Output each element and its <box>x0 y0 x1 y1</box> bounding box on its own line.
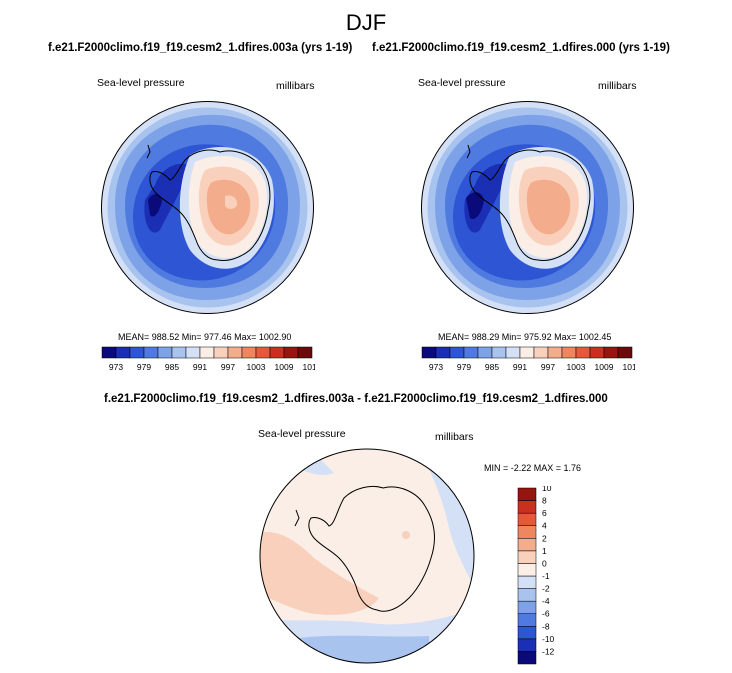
colorbar-swatch <box>517 512 537 526</box>
colorbar-swatch <box>171 346 187 359</box>
colorbar-label: 10 <box>542 486 552 493</box>
colorbar-swatch <box>297 346 313 359</box>
colorbar-swatch <box>561 346 577 359</box>
colorbar-label: 1015 <box>623 362 635 372</box>
colorbar-label: 997 <box>541 362 555 372</box>
colorbar-label: -12 <box>542 646 555 656</box>
panel-2-map <box>421 101 634 314</box>
colorbar-swatch <box>589 346 605 359</box>
panel-3-units: millibars <box>435 431 474 443</box>
colorbar-swatch <box>227 346 243 359</box>
colorbar-swatch <box>517 626 537 640</box>
panel-3-variable: Sea-level pressure <box>258 428 346 440</box>
colorbar-swatch <box>547 346 563 359</box>
colorbar-swatch <box>199 346 215 359</box>
colorbar-label: 1 <box>542 546 547 556</box>
colorbar-swatch <box>463 346 479 359</box>
colorbar-label: 991 <box>193 362 207 372</box>
colorbar-label: 973 <box>109 362 123 372</box>
colorbar-swatch <box>517 613 537 627</box>
colorbar-swatch <box>477 346 493 359</box>
panel-3-map <box>259 448 475 664</box>
panel-1-colorbar: 973 979 985 991 997 1003 1009 1015 <box>101 346 315 372</box>
colorbar-swatch <box>185 346 201 359</box>
colorbar-swatch <box>505 346 521 359</box>
colorbar-swatch <box>143 346 159 359</box>
colorbar-swatch <box>101 346 117 359</box>
colorbar-label: 979 <box>137 362 151 372</box>
colorbar-label: 979 <box>457 362 471 372</box>
panel-2-title: f.e21.F2000climo.f19_f19.cesm2_1.dfires.… <box>372 42 670 54</box>
colorbar-swatch <box>213 346 229 359</box>
colorbar-swatch <box>517 550 537 564</box>
colorbar-label: -10 <box>542 634 555 644</box>
colorbar-label: -6 <box>542 609 550 619</box>
colorbar-swatch <box>517 525 537 539</box>
colorbar-swatch <box>421 346 437 359</box>
colorbar-swatch <box>517 563 537 577</box>
colorbar-swatch <box>517 638 537 652</box>
panel-1-variable: Sea-level pressure <box>97 77 185 89</box>
colorbar-swatch <box>435 346 451 359</box>
colorbar-label: 1015 <box>303 362 315 372</box>
colorbar-swatch <box>603 346 619 359</box>
colorbar-label: 985 <box>485 362 499 372</box>
panel-1-title: f.e21.F2000climo.f19_f19.cesm2_1.dfires.… <box>48 42 353 54</box>
panel-3-title: f.e21.F2000climo.f19_f19.cesm2_1.dfires.… <box>104 393 608 405</box>
colorbar-label: -8 <box>542 621 550 631</box>
panel-1-stats: MEAN= 988.52 Min= 977.46 Max= 1002.90 <box>118 332 292 342</box>
colorbar-swatch <box>241 346 257 359</box>
figure-title: DJF <box>345 10 387 35</box>
panel-2-units: millibars <box>598 80 637 92</box>
colorbar-label: 6 <box>542 508 547 518</box>
panel-3-colorbar: -12-10-8-6-4-2-10124681012 <box>517 486 555 665</box>
colorbar-swatch <box>517 600 537 614</box>
colorbar-swatch <box>517 487 537 501</box>
colorbar-swatch <box>269 346 285 359</box>
colorbar-swatch <box>449 346 465 359</box>
colorbar-swatch <box>519 346 535 359</box>
colorbar-label: 973 <box>429 362 443 372</box>
colorbar-label: 4 <box>542 521 547 531</box>
colorbar-swatch <box>517 651 537 665</box>
colorbar-swatch <box>157 346 173 359</box>
colorbar-label: 991 <box>513 362 527 372</box>
colorbar-label: 1003 <box>247 362 266 372</box>
colorbar-swatch <box>533 346 549 359</box>
colorbar-label: 8 <box>542 496 547 506</box>
colorbar-label: -2 <box>542 584 550 594</box>
panel-1-units: millibars <box>276 80 315 92</box>
panel-2-variable: Sea-level pressure <box>418 77 506 89</box>
colorbar-swatch <box>491 346 507 359</box>
panel-1-map <box>101 101 314 314</box>
panel-2-stats: MEAN= 988.29 Min= 975.92 Max= 1002.45 <box>438 332 612 342</box>
colorbar-swatch <box>517 538 537 552</box>
colorbar-label: 1009 <box>275 362 294 372</box>
colorbar-swatch <box>517 588 537 602</box>
colorbar-swatch <box>115 346 131 359</box>
colorbar-swatch <box>129 346 145 359</box>
colorbar-swatch <box>517 575 537 589</box>
colorbar-swatch <box>617 346 633 359</box>
colorbar-label: 0 <box>542 558 547 568</box>
colorbar-swatch <box>517 500 537 514</box>
colorbar-swatch <box>255 346 271 359</box>
colorbar-label: 997 <box>221 362 235 372</box>
colorbar-swatch <box>283 346 299 359</box>
colorbar-swatch <box>575 346 591 359</box>
colorbar-label: -1 <box>542 571 550 581</box>
colorbar-label: 1003 <box>567 362 586 372</box>
panel-3-stats: MIN = -2.22 MAX = 1.76 <box>484 463 582 473</box>
colorbar-label: 1009 <box>595 362 614 372</box>
colorbar-label: -4 <box>542 596 550 606</box>
colorbar-label: 985 <box>165 362 179 372</box>
colorbar-label: 2 <box>542 533 547 543</box>
panel-2-colorbar: 973 979 985 991 997 1003 1009 1015 <box>421 346 635 372</box>
